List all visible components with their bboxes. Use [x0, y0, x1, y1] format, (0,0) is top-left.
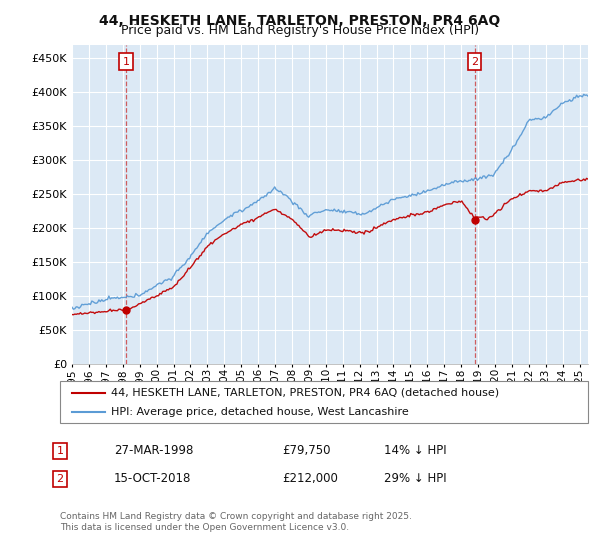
Text: 1: 1	[123, 57, 130, 67]
Text: HPI: Average price, detached house, West Lancashire: HPI: Average price, detached house, West…	[111, 407, 409, 417]
Text: 44, HESKETH LANE, TARLETON, PRESTON, PR4 6AQ: 44, HESKETH LANE, TARLETON, PRESTON, PR4…	[100, 14, 500, 28]
Text: 27-MAR-1998: 27-MAR-1998	[114, 444, 193, 458]
Text: £79,750: £79,750	[282, 444, 331, 458]
Text: 1: 1	[56, 446, 64, 456]
Text: 44, HESKETH LANE, TARLETON, PRESTON, PR4 6AQ (detached house): 44, HESKETH LANE, TARLETON, PRESTON, PR4…	[111, 388, 499, 398]
Text: 14% ↓ HPI: 14% ↓ HPI	[384, 444, 446, 458]
Text: 2: 2	[471, 57, 478, 67]
Text: 2: 2	[56, 474, 64, 484]
Text: 29% ↓ HPI: 29% ↓ HPI	[384, 472, 446, 486]
Text: Price paid vs. HM Land Registry's House Price Index (HPI): Price paid vs. HM Land Registry's House …	[121, 24, 479, 37]
Text: £212,000: £212,000	[282, 472, 338, 486]
Text: 15-OCT-2018: 15-OCT-2018	[114, 472, 191, 486]
Text: Contains HM Land Registry data © Crown copyright and database right 2025.
This d: Contains HM Land Registry data © Crown c…	[60, 512, 412, 532]
